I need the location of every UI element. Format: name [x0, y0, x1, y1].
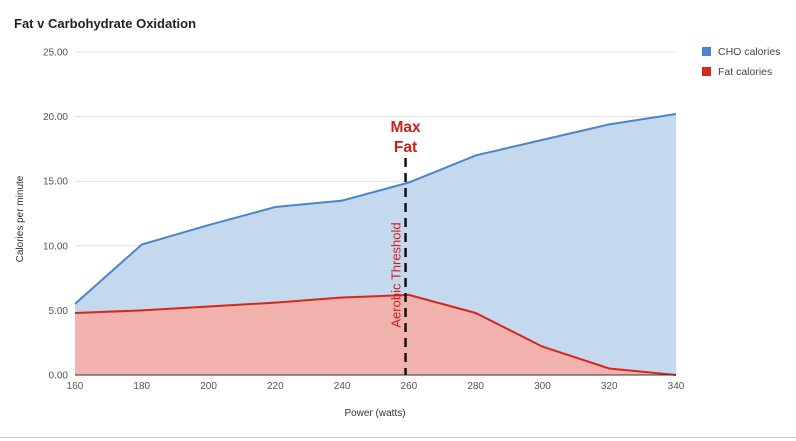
max-fat-label: Fat — [394, 139, 417, 156]
legend-item-fat[interactable]: Fat calories — [702, 66, 772, 78]
legend-label-cho: CHO calories — [718, 46, 781, 58]
x-tick-label: 200 — [200, 381, 217, 392]
x-tick-label: 340 — [668, 381, 685, 392]
x-tick-label: 300 — [534, 381, 551, 392]
legend-label-fat: Fat calories — [718, 66, 773, 78]
y-tick-label: 20.00 — [43, 112, 68, 123]
y-axis-label: Calories per minute — [15, 175, 26, 262]
y-tick-label: 25.00 — [43, 48, 68, 59]
x-axis-label: Power (watts) — [344, 408, 405, 419]
x-tick-label: 160 — [67, 381, 84, 392]
x-tick-label: 240 — [334, 381, 351, 392]
y-tick-label: 15.00 — [43, 177, 68, 188]
x-tick-label: 220 — [267, 381, 284, 392]
legend-item-cho[interactable]: CHO calories — [702, 46, 780, 58]
x-tick-label: 180 — [133, 381, 150, 392]
x-tick-label: 260 — [401, 381, 418, 392]
y-tick-label: 5.00 — [49, 306, 69, 317]
x-tick-label: 320 — [601, 381, 618, 392]
x-tick-label: 280 — [467, 381, 484, 392]
line-cho — [74, 113, 677, 305]
aerobic-threshold-label: Aerobic Threshold — [389, 222, 404, 327]
line-fat — [74, 293, 677, 376]
legend-swatch-fat — [702, 67, 711, 76]
chart-title: Fat v Carbohydrate Oxidation — [14, 16, 197, 31]
legend-swatch-cho — [702, 47, 711, 56]
bottom-divider — [0, 437, 796, 438]
max-fat-label: Max — [390, 119, 421, 136]
y-tick-label: 10.00 — [43, 241, 68, 252]
y-tick-label: 0.00 — [49, 371, 69, 382]
area-fat — [75, 294, 676, 375]
